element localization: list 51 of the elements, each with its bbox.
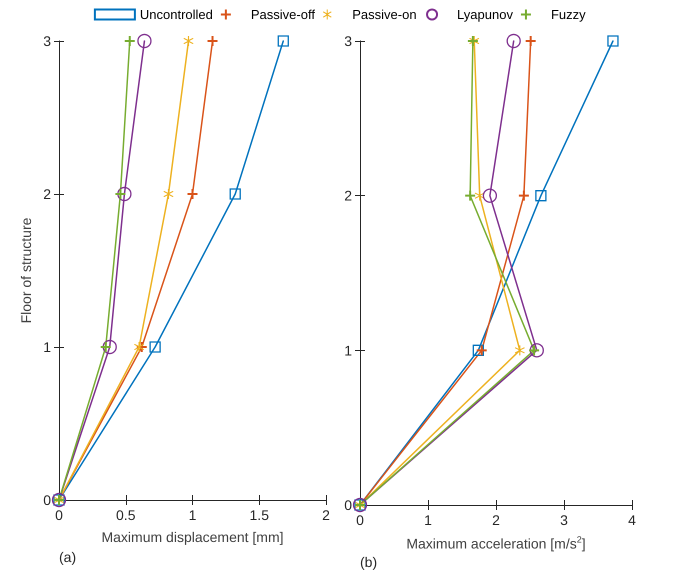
y-tick-label: 1 [43,339,52,355]
point [530,343,544,358]
y-tick-label: 0 [344,497,352,513]
y-tick-label: 3 [43,33,52,49]
x-tick-label: 1.5 [250,507,270,523]
y-axis-title: Floor of structure [18,217,34,324]
x-tick-label: 0 [55,507,64,523]
x-tick-label: 2 [322,507,330,523]
point [506,34,521,48]
point [514,345,525,356]
point [278,35,289,47]
x-tick-label: 0 [356,512,364,528]
legend-label: Passive-off [250,7,316,22]
y-tick-label: 1 [344,342,352,358]
point [472,344,484,356]
x-tick-label: 0.5 [116,507,136,523]
point [476,345,487,356]
legend-label: Uncontrolled [140,7,213,22]
point [137,34,152,48]
point [482,188,498,203]
point [526,36,536,46]
x-tick-label: 1 [188,507,197,523]
y-tick-label: 2 [43,186,52,202]
legend-label: Lyapunov [457,7,514,22]
y-tick-label: 3 [344,33,352,49]
text: (a) [59,549,76,565]
x-tick-label: 3 [560,512,568,528]
point [124,36,135,46]
point [518,190,529,201]
point [134,342,144,352]
point [188,189,198,199]
point [183,36,194,46]
point [117,186,132,202]
y-tick-label: 0 [43,492,52,508]
point [465,190,476,201]
point [607,35,619,47]
point [535,190,547,202]
x-axis-title: Maximum displacement [mm] [101,529,284,545]
point [230,188,241,200]
point [163,189,174,199]
x-tick-label: 1 [424,512,432,528]
point [208,36,218,46]
point [474,190,485,201]
x-tick-label: 2 [492,512,500,528]
x-tick-label: 4 [628,512,636,528]
point [149,341,161,353]
text: (b) [360,554,378,570]
y-tick-label: 2 [344,188,352,204]
legend-label: Fuzzy [550,7,586,22]
point [102,340,117,354]
legend-label: Passive-on [352,7,417,22]
